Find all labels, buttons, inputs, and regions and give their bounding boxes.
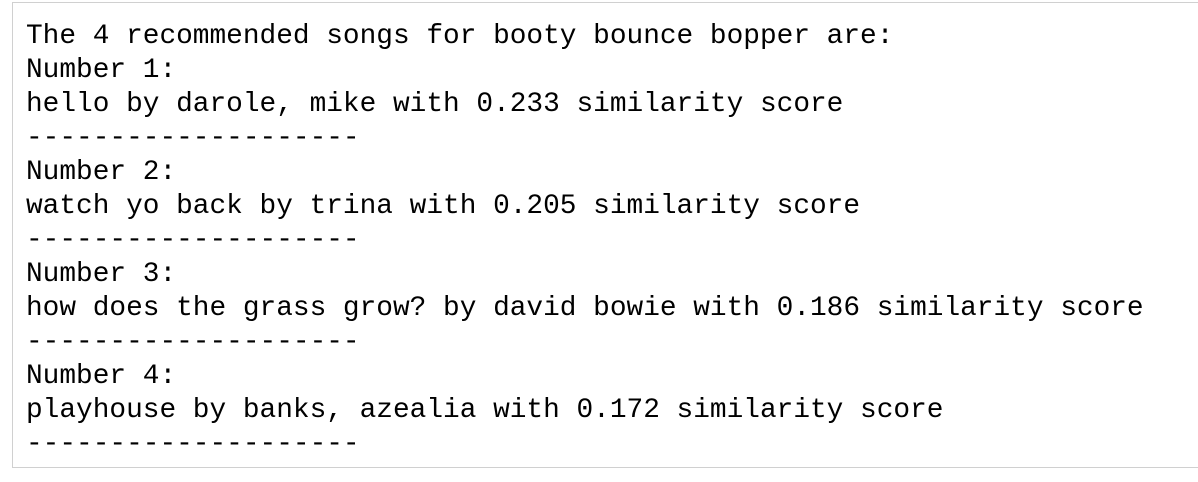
- header-line: The 4 recommended songs for booty bounce…: [26, 21, 894, 52]
- item-label: Number 4:: [26, 361, 177, 392]
- item-separator: --------------------: [26, 225, 360, 256]
- item-text: how does the grass grow? by david bowie …: [26, 293, 1144, 324]
- item-text: playhouse by banks, azealia with 0.172 s…: [26, 395, 944, 426]
- item-label: Number 3:: [26, 259, 177, 290]
- output-text: The 4 recommended songs for booty bounce…: [26, 20, 1144, 462]
- output-cell: The 4 recommended songs for booty bounce…: [12, 2, 1198, 468]
- item-text: hello by darole, mike with 0.233 similar…: [26, 89, 844, 120]
- item-separator: --------------------: [26, 327, 360, 358]
- item-text: watch yo back by trina with 0.205 simila…: [26, 191, 861, 222]
- item-separator: --------------------: [26, 429, 360, 460]
- item-label: Number 2:: [26, 157, 177, 188]
- item-label: Number 1:: [26, 55, 177, 86]
- item-separator: --------------------: [26, 123, 360, 154]
